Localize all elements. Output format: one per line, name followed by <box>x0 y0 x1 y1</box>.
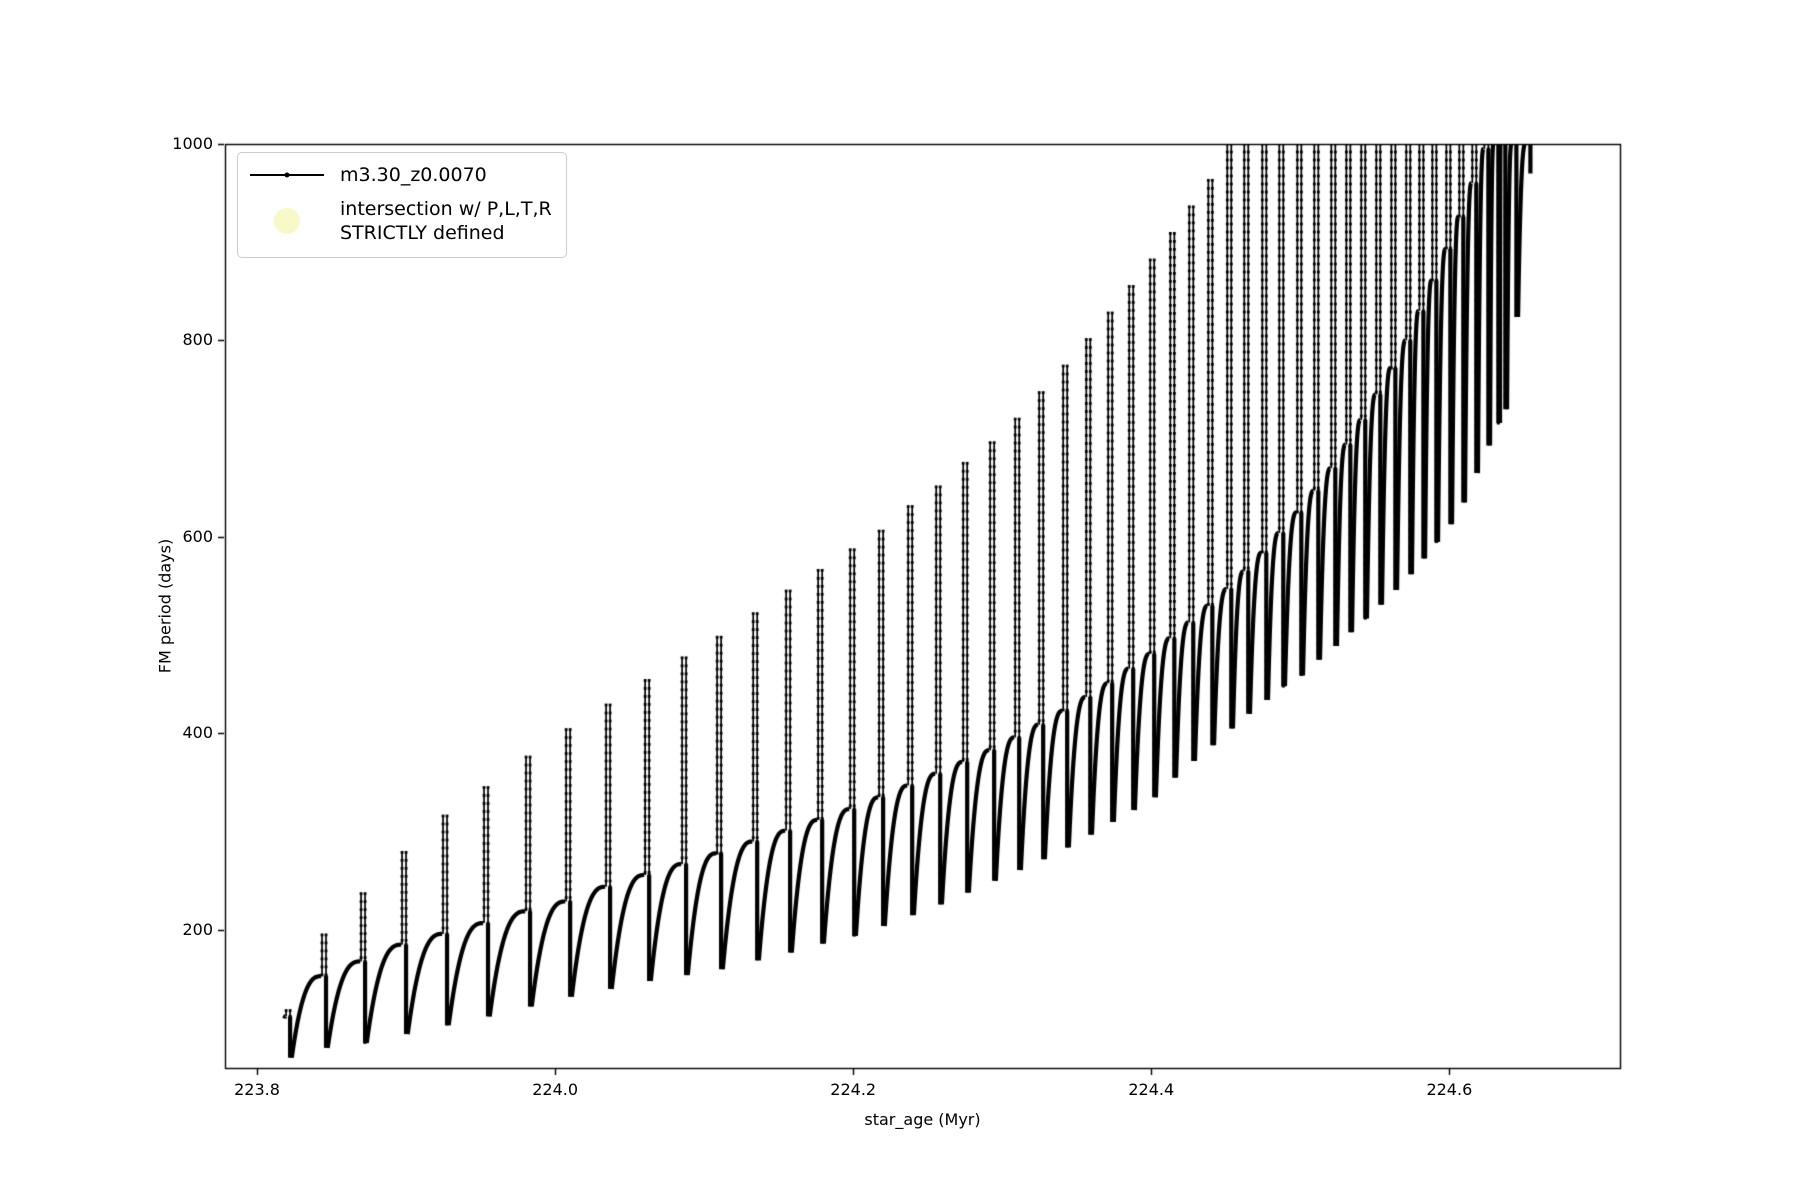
y-tick-label: 800 <box>182 330 213 350</box>
y-tick-label: 600 <box>182 526 213 546</box>
x-tick-label: 224.6 <box>1426 1080 1473 1099</box>
x-tick-label: 224.0 <box>532 1080 579 1099</box>
y-tick-label: 400 <box>182 723 213 743</box>
x-tick-label: 223.8 <box>234 1080 280 1099</box>
x-tick-label: 224.2 <box>830 1080 877 1099</box>
legend-intersection-label: intersection w/ P,L,T,R STRICTLY defined <box>340 197 552 245</box>
legend: m3.30_z0.0070 intersection w/ P,L,T,R ST… <box>237 152 567 258</box>
series-point-marker-icon <box>284 172 290 178</box>
legend-series-label: m3.30_z0.0070 <box>340 164 487 186</box>
intersection-marker-icon <box>274 208 300 234</box>
x-tick-label: 224.4 <box>1128 1080 1175 1099</box>
y-axis-label: FM period (days) <box>155 538 175 674</box>
legend-intersection-label-line1: intersection w/ P,L,T,R <box>340 198 552 220</box>
legend-entry-series: m3.30_z0.0070 <box>250 163 552 187</box>
legend-entry-intersection: intersection w/ P,L,T,R STRICTLY defined <box>250 197 552 245</box>
x-axis-label: star_age (Myr) <box>864 1110 981 1129</box>
y-tick-label: 200 <box>182 919 213 939</box>
legend-line-sample <box>250 172 324 178</box>
legend-marker-sample <box>250 208 324 234</box>
legend-intersection-label-line2: STRICTLY defined <box>340 222 505 244</box>
y-tick-label: 1000 <box>172 134 213 153</box>
series-line-icon <box>250 172 324 178</box>
